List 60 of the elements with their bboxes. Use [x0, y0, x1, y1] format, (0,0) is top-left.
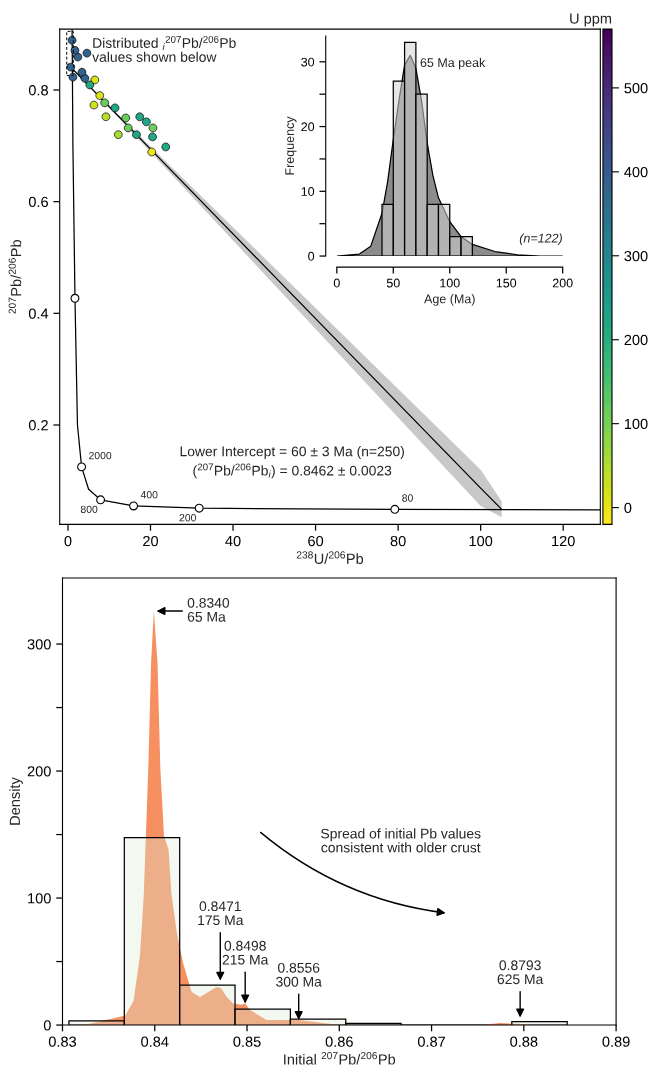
- annotation: (n=122): [519, 233, 562, 246]
- x-tick-label: 20: [143, 535, 159, 547]
- y-axis-title: Frequency: [285, 116, 297, 175]
- annotation: 80: [402, 494, 413, 502]
- y-tick-label: 0: [308, 251, 315, 261]
- x-tick-label: 200: [552, 278, 573, 288]
- color-bar-label: 0: [624, 502, 632, 514]
- y-tick-label: 0: [43, 1020, 51, 1031]
- x-tick-label: 0.87: [417, 1036, 446, 1047]
- color-bar-title: U ppm: [570, 13, 612, 27]
- x-axis-title: Age (Ma): [424, 294, 475, 306]
- x-tick-label: 0.83: [48, 1036, 77, 1047]
- y-tick-label: 0.6: [28, 196, 48, 208]
- x-tick-label: 0.89: [602, 1036, 630, 1047]
- x-tick-label: 40: [225, 535, 241, 547]
- y-tick-label: 10: [301, 187, 315, 196]
- y-axis-title: $^{207}$Pb/$^{206}$Pb: [8, 240, 22, 314]
- annotation: 0.8471 175 Ma: [198, 901, 244, 926]
- annotation: ($^{207}$Pb/$^{206}$Pb$_{i}$) = 0.8462 ± 0.0023: [193, 463, 392, 479]
- x-axis-title: Initial $^{207}$Pb/$^{206}$Pb: [284, 1051, 396, 1065]
- x-tick-label: 150: [496, 278, 517, 288]
- x-tick-label: 100: [469, 535, 493, 547]
- annotation: 65 Ma peak: [420, 57, 486, 70]
- x-tick-label: 50: [386, 278, 400, 288]
- annotation: 2000: [89, 451, 112, 460]
- annotation: 400: [140, 490, 158, 499]
- x-axis-title: $^{238}$U/$^{206}$Pb: [296, 551, 364, 564]
- y-tick-label: 0.2: [28, 420, 48, 431]
- y-axis-title: Density: [9, 777, 23, 825]
- y-tick-label: 20: [301, 122, 315, 132]
- annotation: 0.8793 625 Ma: [497, 960, 544, 985]
- annotation: 0.8340 65 Ma: [187, 597, 230, 622]
- annotation: Distributed $_{i}$$^{207}$Pb/$^{206}$Pb values shown below: [92, 35, 236, 62]
- y-tick-label: 30: [301, 57, 315, 67]
- y-tick-label: 0.4: [28, 308, 49, 319]
- x-tick-label: 0: [64, 535, 72, 547]
- annotation: Spread of initial Pb values consistent with older crust: [321, 828, 481, 853]
- y-tick-label: 300: [27, 639, 51, 650]
- color-bar-label: 100: [624, 418, 648, 430]
- x-tick-label: 0.88: [510, 1036, 538, 1047]
- x-tick-label: 80: [390, 535, 406, 547]
- x-tick-label: 0: [333, 278, 340, 288]
- annotation: 0.8498 215 Ma: [222, 940, 269, 965]
- annotation: Lower Intercept = 60 ± 3 Ma (n=250): [180, 446, 404, 460]
- color-bar-label: 500: [624, 82, 648, 94]
- x-tick-label: 0.85: [233, 1036, 261, 1047]
- y-tick-label: 100: [28, 893, 51, 904]
- x-tick-label: 0.84: [141, 1036, 169, 1047]
- color-bar-label: 300: [624, 250, 648, 262]
- x-tick-label: 100: [440, 278, 460, 288]
- y-tick-label: 0.8: [28, 85, 48, 96]
- y-tick-label: 200: [27, 766, 51, 777]
- annotation: 0.8556 300 Ma: [276, 962, 322, 987]
- x-tick-label: 0.86: [325, 1036, 353, 1047]
- color-bar-label: 200: [624, 334, 648, 346]
- color-bar-label: 400: [624, 166, 648, 178]
- x-tick-label: 60: [308, 535, 324, 547]
- annotation: 800: [80, 505, 98, 514]
- annotation: 200: [179, 514, 197, 522]
- x-tick-label: 120: [552, 535, 575, 547]
